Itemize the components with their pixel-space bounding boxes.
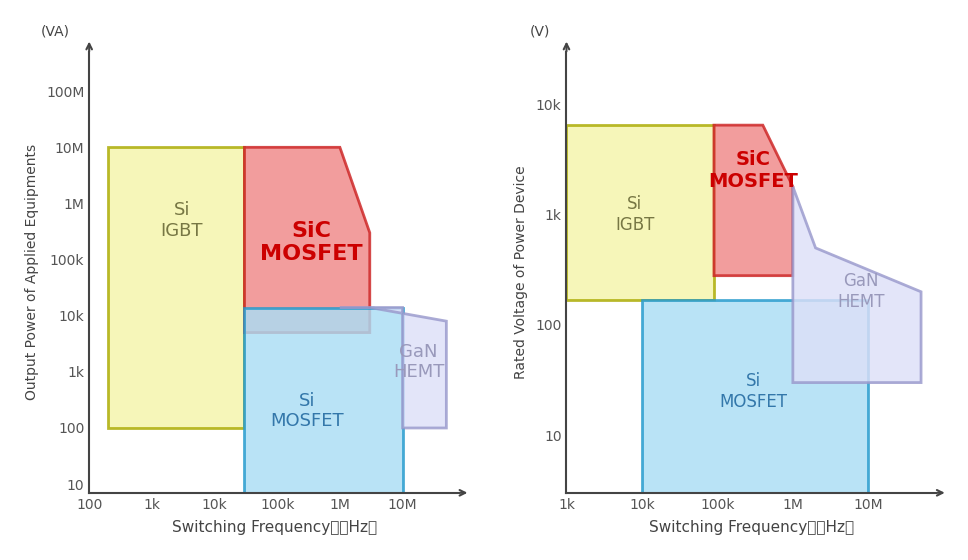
X-axis label: Switching Frequency　（Hz）: Switching Frequency （Hz）	[649, 520, 854, 535]
Text: GaN
HEMT: GaN HEMT	[837, 272, 885, 311]
Text: (VA): (VA)	[41, 25, 70, 39]
Polygon shape	[566, 125, 714, 300]
Polygon shape	[793, 186, 921, 382]
Polygon shape	[714, 125, 793, 276]
Text: SiC
MOSFET: SiC MOSFET	[260, 221, 363, 264]
Polygon shape	[108, 147, 245, 428]
Y-axis label: Rated Voltage of Power Device: Rated Voltage of Power Device	[514, 166, 529, 379]
X-axis label: Switching Frequency　（Hz）: Switching Frequency （Hz）	[171, 520, 377, 535]
Y-axis label: Output Power of Applied Equipments: Output Power of Applied Equipments	[25, 144, 39, 400]
Text: Si
IGBT: Si IGBT	[161, 201, 203, 240]
Text: Si
MOSFET: Si MOSFET	[270, 391, 344, 431]
Text: SiC
MOSFET: SiC MOSFET	[709, 151, 799, 192]
Polygon shape	[340, 307, 446, 428]
Text: Si
MOSFET: Si MOSFET	[719, 372, 787, 410]
Text: (V): (V)	[529, 25, 550, 39]
Polygon shape	[245, 147, 370, 333]
Polygon shape	[642, 300, 868, 493]
Text: GaN
HEMT: GaN HEMT	[393, 343, 444, 381]
Text: Si
IGBT: Si IGBT	[615, 195, 654, 234]
Polygon shape	[245, 307, 403, 501]
